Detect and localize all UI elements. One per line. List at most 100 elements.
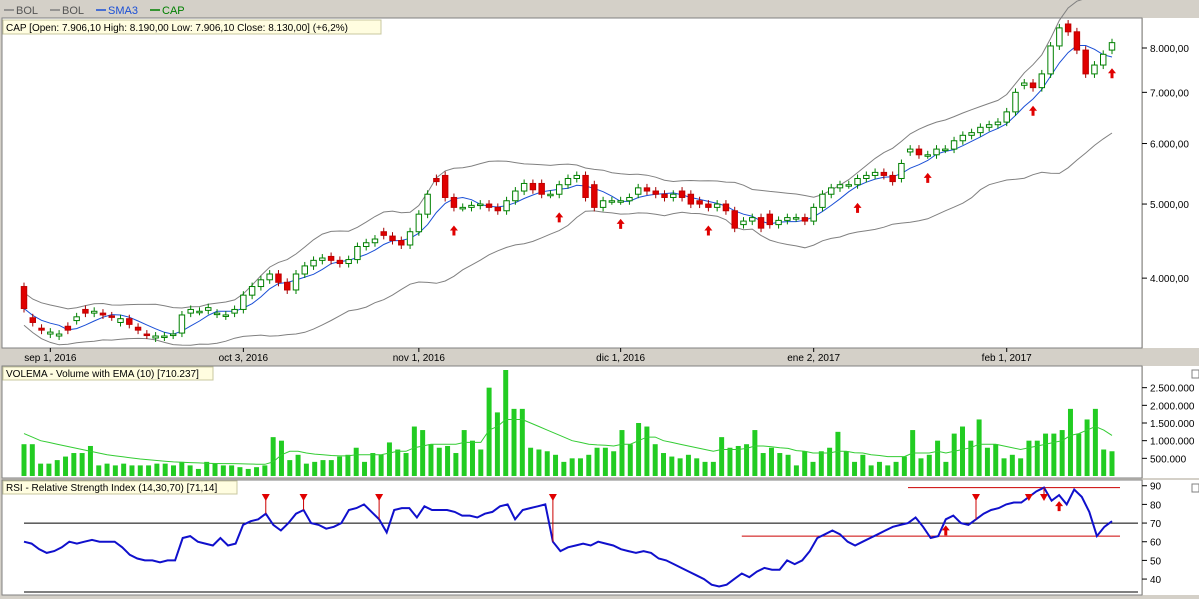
- volume-bar: [528, 447, 534, 476]
- volume-bar: [1109, 451, 1115, 476]
- price-ytick-label: 5.000,00: [1150, 200, 1189, 211]
- legend-label-0[interactable]: BOL: [16, 5, 38, 17]
- candle-body: [47, 331, 54, 335]
- candle-body: [564, 177, 572, 186]
- rsi-panel-handle[interactable]: [1191, 483, 1199, 493]
- sell-signal-marker: [261, 494, 270, 501]
- legend-label-1[interactable]: BOL: [62, 5, 84, 17]
- volume-bar: [229, 465, 235, 476]
- volume-bar: [636, 423, 642, 476]
- candle-body: [670, 193, 677, 198]
- candle-body: [687, 193, 695, 205]
- candle-body: [512, 190, 519, 202]
- candle-body: [450, 196, 458, 208]
- legend-label-2[interactable]: SMA3: [108, 5, 138, 17]
- volume-bar: [818, 451, 824, 476]
- volume-bar: [1076, 433, 1082, 476]
- candle-body: [327, 255, 335, 261]
- sell-signal-marker: [548, 494, 557, 501]
- candle-body: [222, 314, 230, 317]
- volume-bar: [486, 387, 492, 476]
- candle-body: [38, 327, 45, 331]
- sell-signal-marker: [1024, 494, 1033, 501]
- volume-bar: [195, 468, 201, 476]
- candle-body: [310, 259, 317, 267]
- volume-bar: [154, 463, 160, 476]
- candle-body: [406, 231, 414, 246]
- volume-bar: [960, 426, 965, 476]
- candle-body: [1073, 31, 1081, 51]
- candle-body: [284, 281, 291, 291]
- candle-body: [942, 148, 949, 152]
- volume-bar: [204, 461, 210, 476]
- volume-bar: [627, 444, 633, 476]
- volume-bar: [403, 453, 409, 476]
- volume-bar: [553, 454, 559, 476]
- candle-body: [950, 140, 958, 150]
- buy-arrow: [853, 202, 862, 213]
- candle-body: [863, 174, 870, 179]
- volume-bar: [46, 463, 52, 476]
- candle-body: [73, 316, 80, 322]
- rsi-panel: 40 50 60 70 80 90 RSI - Relative Strength Ind…: [1, 479, 1199, 596]
- candle-body: [82, 308, 89, 314]
- rsi-ytick-label: 50: [1150, 556, 1162, 567]
- candle-body: [503, 200, 510, 212]
- volume-ytick-label: 2.500.000: [1150, 384, 1195, 395]
- volume-bar: [287, 460, 293, 476]
- volume-bar: [918, 458, 924, 476]
- volume-panel-handle[interactable]: [1191, 369, 1199, 379]
- volume-ema-line: [23, 419, 1113, 465]
- candle-body: [178, 314, 186, 334]
- volume-bar: [984, 447, 990, 476]
- candle-body: [354, 245, 361, 261]
- candle-body: [722, 203, 730, 212]
- candle-body: [994, 121, 1002, 126]
- volume-bar: [677, 458, 683, 476]
- candle-body: [836, 184, 844, 189]
- candle-body: [617, 200, 624, 203]
- candle-body: [275, 273, 282, 283]
- volume-bar: [827, 447, 833, 476]
- volume-bar: [1101, 449, 1107, 476]
- candle-body: [205, 307, 212, 311]
- candle-body: [696, 200, 703, 205]
- volume-bar: [619, 430, 625, 476]
- candle-body: [485, 203, 493, 208]
- volume-bar: [602, 447, 608, 476]
- volume-bar: [661, 453, 667, 476]
- volume-ytick-label: 1.000.000: [1150, 437, 1195, 448]
- candle-body: [468, 204, 475, 208]
- candle-body: [108, 315, 115, 318]
- candle-body: [547, 193, 554, 197]
- volume-bar: [378, 454, 384, 476]
- volume-bar: [1084, 419, 1090, 476]
- rsi-ytick-label: 40: [1150, 575, 1162, 586]
- candle-body: [652, 190, 659, 195]
- sell-signal-marker: [299, 494, 308, 501]
- volume-bar: [752, 430, 758, 476]
- legend-label-3[interactable]: CAP: [162, 5, 185, 17]
- candle-body: [29, 317, 36, 323]
- volume-bar: [901, 456, 907, 476]
- volume-bar: [885, 465, 891, 476]
- volume-bar: [1018, 458, 1024, 476]
- candle-body: [1100, 53, 1107, 66]
- volume-bar: [544, 451, 550, 476]
- buy-arrow: [616, 218, 625, 229]
- volume-bar: [968, 440, 974, 476]
- candle-body: [661, 193, 668, 198]
- candle-body: [196, 310, 203, 314]
- volume-bar: [428, 444, 434, 476]
- candle-body: [345, 259, 352, 265]
- buy-arrow: [1029, 105, 1038, 116]
- candle-body: [591, 184, 598, 208]
- x-tick-label: sep 1, 2016: [24, 353, 77, 364]
- candle-body: [161, 335, 168, 339]
- volume-bar: [270, 437, 276, 476]
- rsi-line: [23, 486, 1113, 588]
- volume-bar: [1034, 440, 1040, 476]
- volume-bar: [926, 454, 932, 476]
- volume-bar: [594, 447, 600, 476]
